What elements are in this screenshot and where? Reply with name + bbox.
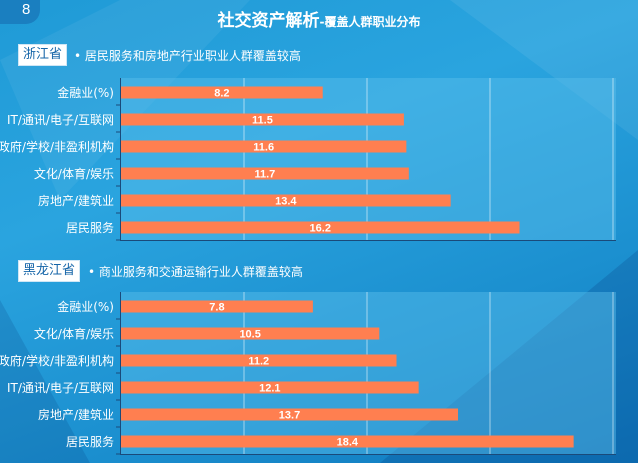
bar-value-label: 16.2 <box>310 223 331 235</box>
bar-value-label: 10.5 <box>239 329 260 341</box>
region-tag: 浙江省 <box>18 44 68 66</box>
chart-zhejiang: 8.2 11.5 11.6 11.7 13.4 16.2 <box>116 78 616 241</box>
category-label: 金融业(%) <box>57 85 114 100</box>
bar <box>121 113 404 126</box>
bar <box>121 194 451 207</box>
bar <box>121 435 574 448</box>
category-label: 金融业(%) <box>57 299 114 314</box>
category-label: 文化/体育/娱乐 <box>33 326 114 341</box>
section-subtitle: • 商业服务和交通运输行业人群覆盖较高 <box>88 265 303 279</box>
bar-value-label: 8.2 <box>214 88 229 100</box>
bar-value-label: 11.5 <box>252 115 273 127</box>
bar-value-label: 11.6 <box>253 142 274 154</box>
bar-value-label: 13.4 <box>275 196 297 208</box>
bar-value-label: 11.7 <box>255 169 276 181</box>
title-main: 社交资产解析 <box>217 11 320 31</box>
chart-zhejiang-svg: 8.2 11.5 11.6 11.7 13.4 16.2 <box>116 78 614 241</box>
bar-value-label: 18.4 <box>337 437 359 449</box>
category-label: 政府/学校/非盈利机构 <box>0 353 114 368</box>
category-label: 文化/体育/娱乐 <box>33 166 114 181</box>
section-subtitle: • 居民服务和房地产行业职业人群覆盖较高 <box>74 49 301 63</box>
category-label: IT/通讯/电子/互联网 <box>7 112 114 127</box>
category-label: 房地产/建筑业 <box>37 407 114 422</box>
bar <box>121 408 459 421</box>
section-heilongjiang-header: 黑龙江省 • 商业服务和交通运输行业人群覆盖较高 <box>18 260 418 282</box>
bar <box>121 354 397 367</box>
bar <box>121 86 323 99</box>
bar-value-label: 12.1 <box>259 383 280 395</box>
bar-value-label: 7.8 <box>209 302 224 314</box>
page-number-badge: 8 <box>0 0 40 24</box>
category-label: IT/通讯/电子/互联网 <box>7 380 114 395</box>
region-tag: 黑龙江省 <box>18 260 81 282</box>
bar <box>121 327 380 340</box>
page-title: 社交资产解析-覆盖人群职业分布 <box>0 6 638 31</box>
category-label: 房地产/建筑业 <box>37 193 114 208</box>
bar <box>121 300 313 313</box>
page-number: 8 <box>22 1 31 18</box>
bar-value-label: 11.2 <box>248 356 269 368</box>
chart-heilongjiang-svg: 7.8 10.5 11.2 12.1 13.7 18.4 <box>116 292 614 455</box>
category-label: 政府/学校/非盈利机构 <box>0 139 114 154</box>
chart-heilongjiang: 7.8 10.5 11.2 12.1 13.7 18.4 <box>116 292 616 455</box>
category-label: 居民服务 <box>65 434 114 449</box>
title-sub: -覆盖人群职业分布 <box>319 15 421 29</box>
bar-value-label: 13.7 <box>279 410 300 422</box>
bar <box>121 221 520 234</box>
category-label: 居民服务 <box>65 220 114 235</box>
bar <box>121 140 407 153</box>
section-zhejiang-header: 浙江省 • 居民服务和房地产行业职业人群覆盖较高 <box>18 44 418 66</box>
bar <box>121 381 419 394</box>
bar <box>121 167 409 180</box>
